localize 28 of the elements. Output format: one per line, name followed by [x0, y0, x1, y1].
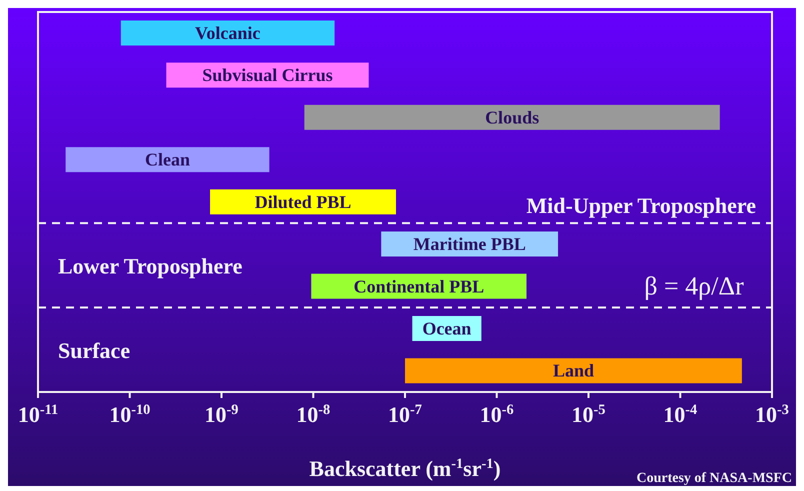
- bar: [66, 147, 270, 172]
- annotation: β = 4ρ/Δr: [644, 271, 744, 300]
- x-tick-label: 10$^{-7}$: [388, 402, 422, 427]
- annotation: Ocean: [422, 318, 472, 338]
- annotation: Volcanic: [195, 22, 260, 43]
- x-tick-label: 10$^{-8}$: [296, 402, 330, 427]
- x-tick-label: 10$^{-5}$: [572, 402, 606, 427]
- annotation: Continental PBL: [354, 276, 484, 296]
- annotation: Mid-Upper Troposphere: [526, 193, 756, 218]
- x-tick-label: 10$^{-9}$: [204, 402, 238, 427]
- annotation: Clouds: [485, 107, 540, 128]
- annotation: Clean: [144, 150, 190, 170]
- annotation: Surface: [58, 338, 130, 363]
- annotation: Diluted PBL: [254, 192, 352, 212]
- x-tick-label: 10$^{-3}$: [755, 402, 789, 427]
- x-axis-title: Backscatter (m$^{-1}$sr$^{-1}$): [309, 456, 501, 481]
- annotation: Maritime PBL: [413, 234, 526, 254]
- text: Courtesy of NASA-MSFC: [636, 471, 792, 486]
- x-tick-label: 10$^{-4}$: [663, 402, 698, 427]
- annotation: Land: [552, 360, 594, 381]
- bar: [304, 104, 720, 130]
- bar: [405, 358, 742, 384]
- annotation: Subvisual Cirrus: [202, 65, 333, 86]
- bar: [120, 20, 335, 46]
- x-tick-label: 10$^{-11}$: [18, 402, 58, 427]
- annotation: Lower Troposphere: [58, 253, 243, 278]
- x-tick-label: 10$^{-6}$: [480, 402, 514, 427]
- x-tick-label: 10$^{-10}$: [109, 402, 150, 427]
